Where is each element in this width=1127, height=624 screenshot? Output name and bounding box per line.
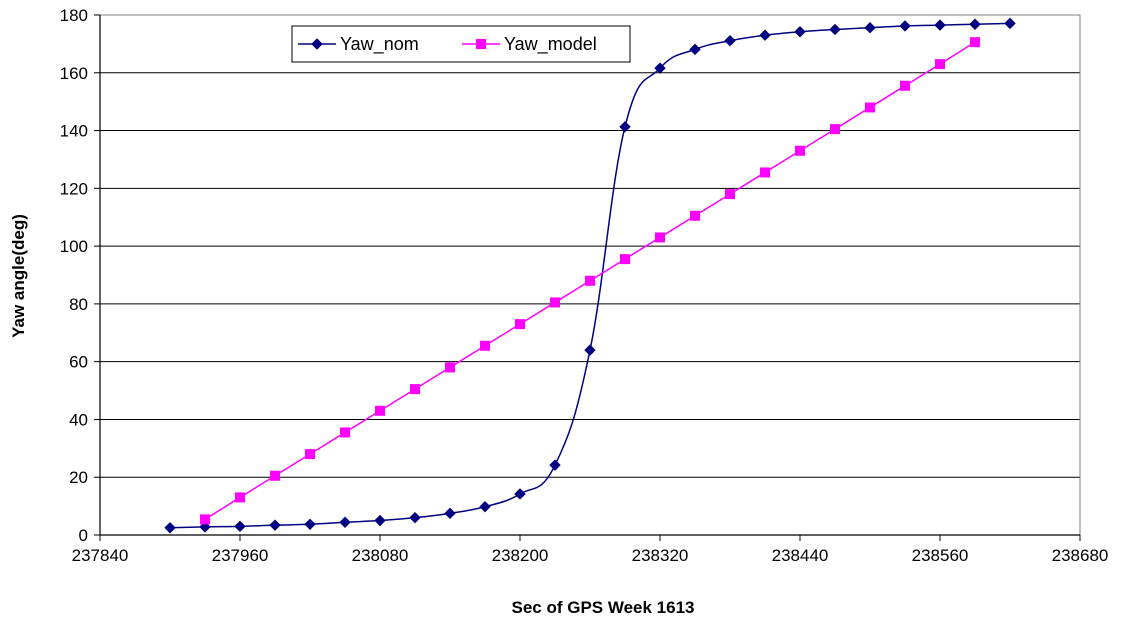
data-point-yaw-model <box>480 340 490 351</box>
data-point-yaw-nom <box>269 519 281 531</box>
legend-box <box>291 25 631 63</box>
y-tick-label: 120 <box>60 179 88 198</box>
data-point-yaw-nom <box>549 459 561 471</box>
data-point-yaw-model <box>305 449 315 460</box>
data-point-yaw-model <box>515 319 525 330</box>
grid-lines <box>100 14 1080 478</box>
x-tick-label: 238680 <box>1052 546 1109 565</box>
series-layer <box>164 17 1016 534</box>
data-point-yaw-nom <box>899 20 911 32</box>
data-point-yaw-model <box>970 37 980 48</box>
data-point-yaw-model <box>270 470 280 481</box>
legend-marker <box>476 39 486 49</box>
data-point-yaw-nom <box>654 62 666 74</box>
legend-item-yaw-nom: Yaw_nom <box>298 34 419 55</box>
plot-area <box>99 14 1081 536</box>
data-point-yaw-model <box>935 59 945 70</box>
data-point-yaw-nom <box>829 23 841 36</box>
data-point-yaw-nom <box>689 43 701 56</box>
data-point-yaw-nom <box>479 500 491 513</box>
data-point-yaw-nom <box>864 22 876 34</box>
x-tick-label: 237960 <box>212 546 269 565</box>
y-tick-label: 40 <box>69 410 88 429</box>
x-tick-label: 238440 <box>772 546 829 565</box>
data-point-yaw-model <box>865 102 875 113</box>
data-point-yaw-nom <box>969 18 981 30</box>
x-tick-label: 238200 <box>492 546 549 565</box>
series-yaw-model <box>200 37 980 525</box>
data-point-yaw-model <box>375 405 385 416</box>
data-point-yaw-model <box>585 275 595 286</box>
y-tick-label: 180 <box>60 6 88 25</box>
data-point-yaw-nom <box>234 520 246 533</box>
data-point-yaw-nom <box>584 344 596 356</box>
data-point-yaw-nom <box>934 19 946 31</box>
data-point-yaw-nom <box>374 514 386 527</box>
data-point-yaw-model <box>690 210 700 221</box>
data-point-yaw-nom <box>339 516 351 528</box>
data-point-yaw-nom <box>514 488 526 500</box>
legend-item-yaw-model: Yaw_model <box>462 34 597 55</box>
axes: 0 20 40 60 80 100 120 140 160 180 237840 237960 2380… <box>60 6 1109 565</box>
data-point-yaw-model <box>340 427 350 438</box>
data-point-yaw-nom <box>409 511 421 524</box>
x-axis-title: Sec of GPS Week 1613 <box>511 598 694 617</box>
y-tick-label: 80 <box>69 295 88 314</box>
series-line-yaw-nom <box>169 22 1011 529</box>
data-point-yaw-model <box>445 362 455 373</box>
data-point-yaw-model <box>900 80 910 91</box>
series-yaw-nom <box>164 17 1016 534</box>
y-tick-label: 60 <box>69 353 88 372</box>
legend-marker <box>311 38 323 50</box>
legend: Yaw_nom Yaw_model <box>291 25 631 63</box>
data-point-yaw-model <box>830 124 840 135</box>
y-axis-title: Yaw angle(deg) <box>9 214 28 338</box>
y-tick-label: 100 <box>60 237 88 256</box>
data-point-yaw-model <box>410 384 420 395</box>
data-point-yaw-nom <box>199 521 211 533</box>
data-point-yaw-nom <box>619 121 631 133</box>
data-point-yaw-model <box>235 492 245 503</box>
y-tick-label: 20 <box>69 468 88 487</box>
legend-label: Yaw_model <box>504 34 597 55</box>
data-point-yaw-nom <box>1004 17 1016 30</box>
y-tick-label: 140 <box>60 122 88 141</box>
y-tick-label: 0 <box>79 526 88 545</box>
data-point-yaw-nom <box>444 507 456 520</box>
data-point-yaw-model <box>795 145 805 156</box>
legend-label: Yaw_nom <box>340 34 419 55</box>
x-tick-label: 238320 <box>632 546 689 565</box>
data-point-yaw-model <box>200 514 210 525</box>
data-point-yaw-model <box>655 232 665 243</box>
data-point-yaw-nom <box>304 518 316 531</box>
data-point-yaw-model <box>760 167 770 178</box>
data-point-yaw-nom <box>724 35 736 47</box>
data-point-yaw-model <box>725 189 735 200</box>
y-tick-label: 160 <box>60 64 88 83</box>
data-point-yaw-model <box>550 297 560 308</box>
x-tick-label: 238080 <box>352 546 409 565</box>
x-tick-label: 237840 <box>72 546 129 565</box>
data-point-yaw-model <box>620 254 630 265</box>
data-point-yaw-nom <box>164 522 176 534</box>
data-point-yaw-nom <box>759 29 771 41</box>
x-tick-label: 238560 <box>912 546 969 565</box>
data-point-yaw-nom <box>794 26 806 38</box>
